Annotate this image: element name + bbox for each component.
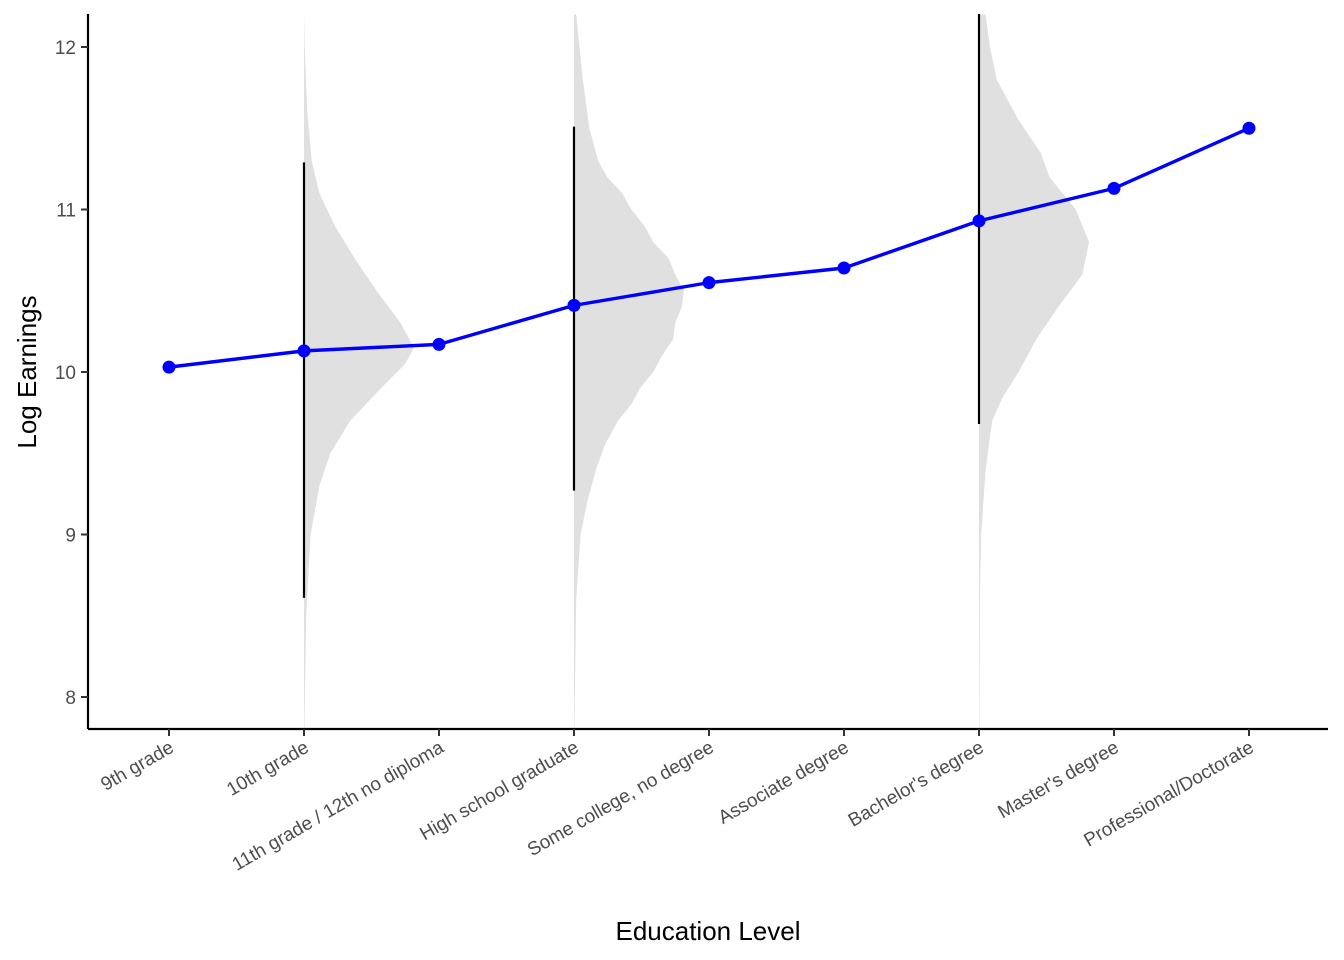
data-point (567, 298, 581, 312)
y-tick-label: 8 (65, 688, 76, 709)
x-axis-title: Education Level (615, 916, 800, 946)
data-point (972, 214, 986, 228)
y-tick-label: 11 (56, 201, 76, 222)
y-tick-label: 12 (55, 38, 76, 59)
data-point (162, 360, 176, 374)
y-axis: 8 9 10 11 12 (55, 14, 90, 729)
data-point (1107, 181, 1121, 195)
distribution-2 (979, 14, 1089, 730)
data-point (432, 337, 446, 351)
data-point (837, 261, 851, 275)
data-point (1242, 121, 1256, 135)
x-tick-label: 9th grade (97, 737, 177, 795)
x-tick-label: Master's degree (995, 737, 1123, 823)
series-layer (162, 121, 1256, 374)
data-point (702, 276, 716, 290)
distribution-layer (304, 14, 1089, 730)
x-tick-label: Bachelor's degree (845, 737, 988, 831)
distribution-0 (304, 14, 414, 730)
x-tick-label: 10th grade (223, 737, 312, 801)
y-axis-title: Log Earnings (12, 295, 42, 448)
data-point (297, 344, 311, 358)
y-tick-label: 10 (55, 363, 76, 384)
x-tick-label: Associate degree (715, 737, 853, 829)
distribution-1 (574, 14, 684, 730)
x-tick-label: 11th grade / 12th no diploma (229, 737, 448, 876)
y-tick-label: 9 (65, 526, 76, 547)
